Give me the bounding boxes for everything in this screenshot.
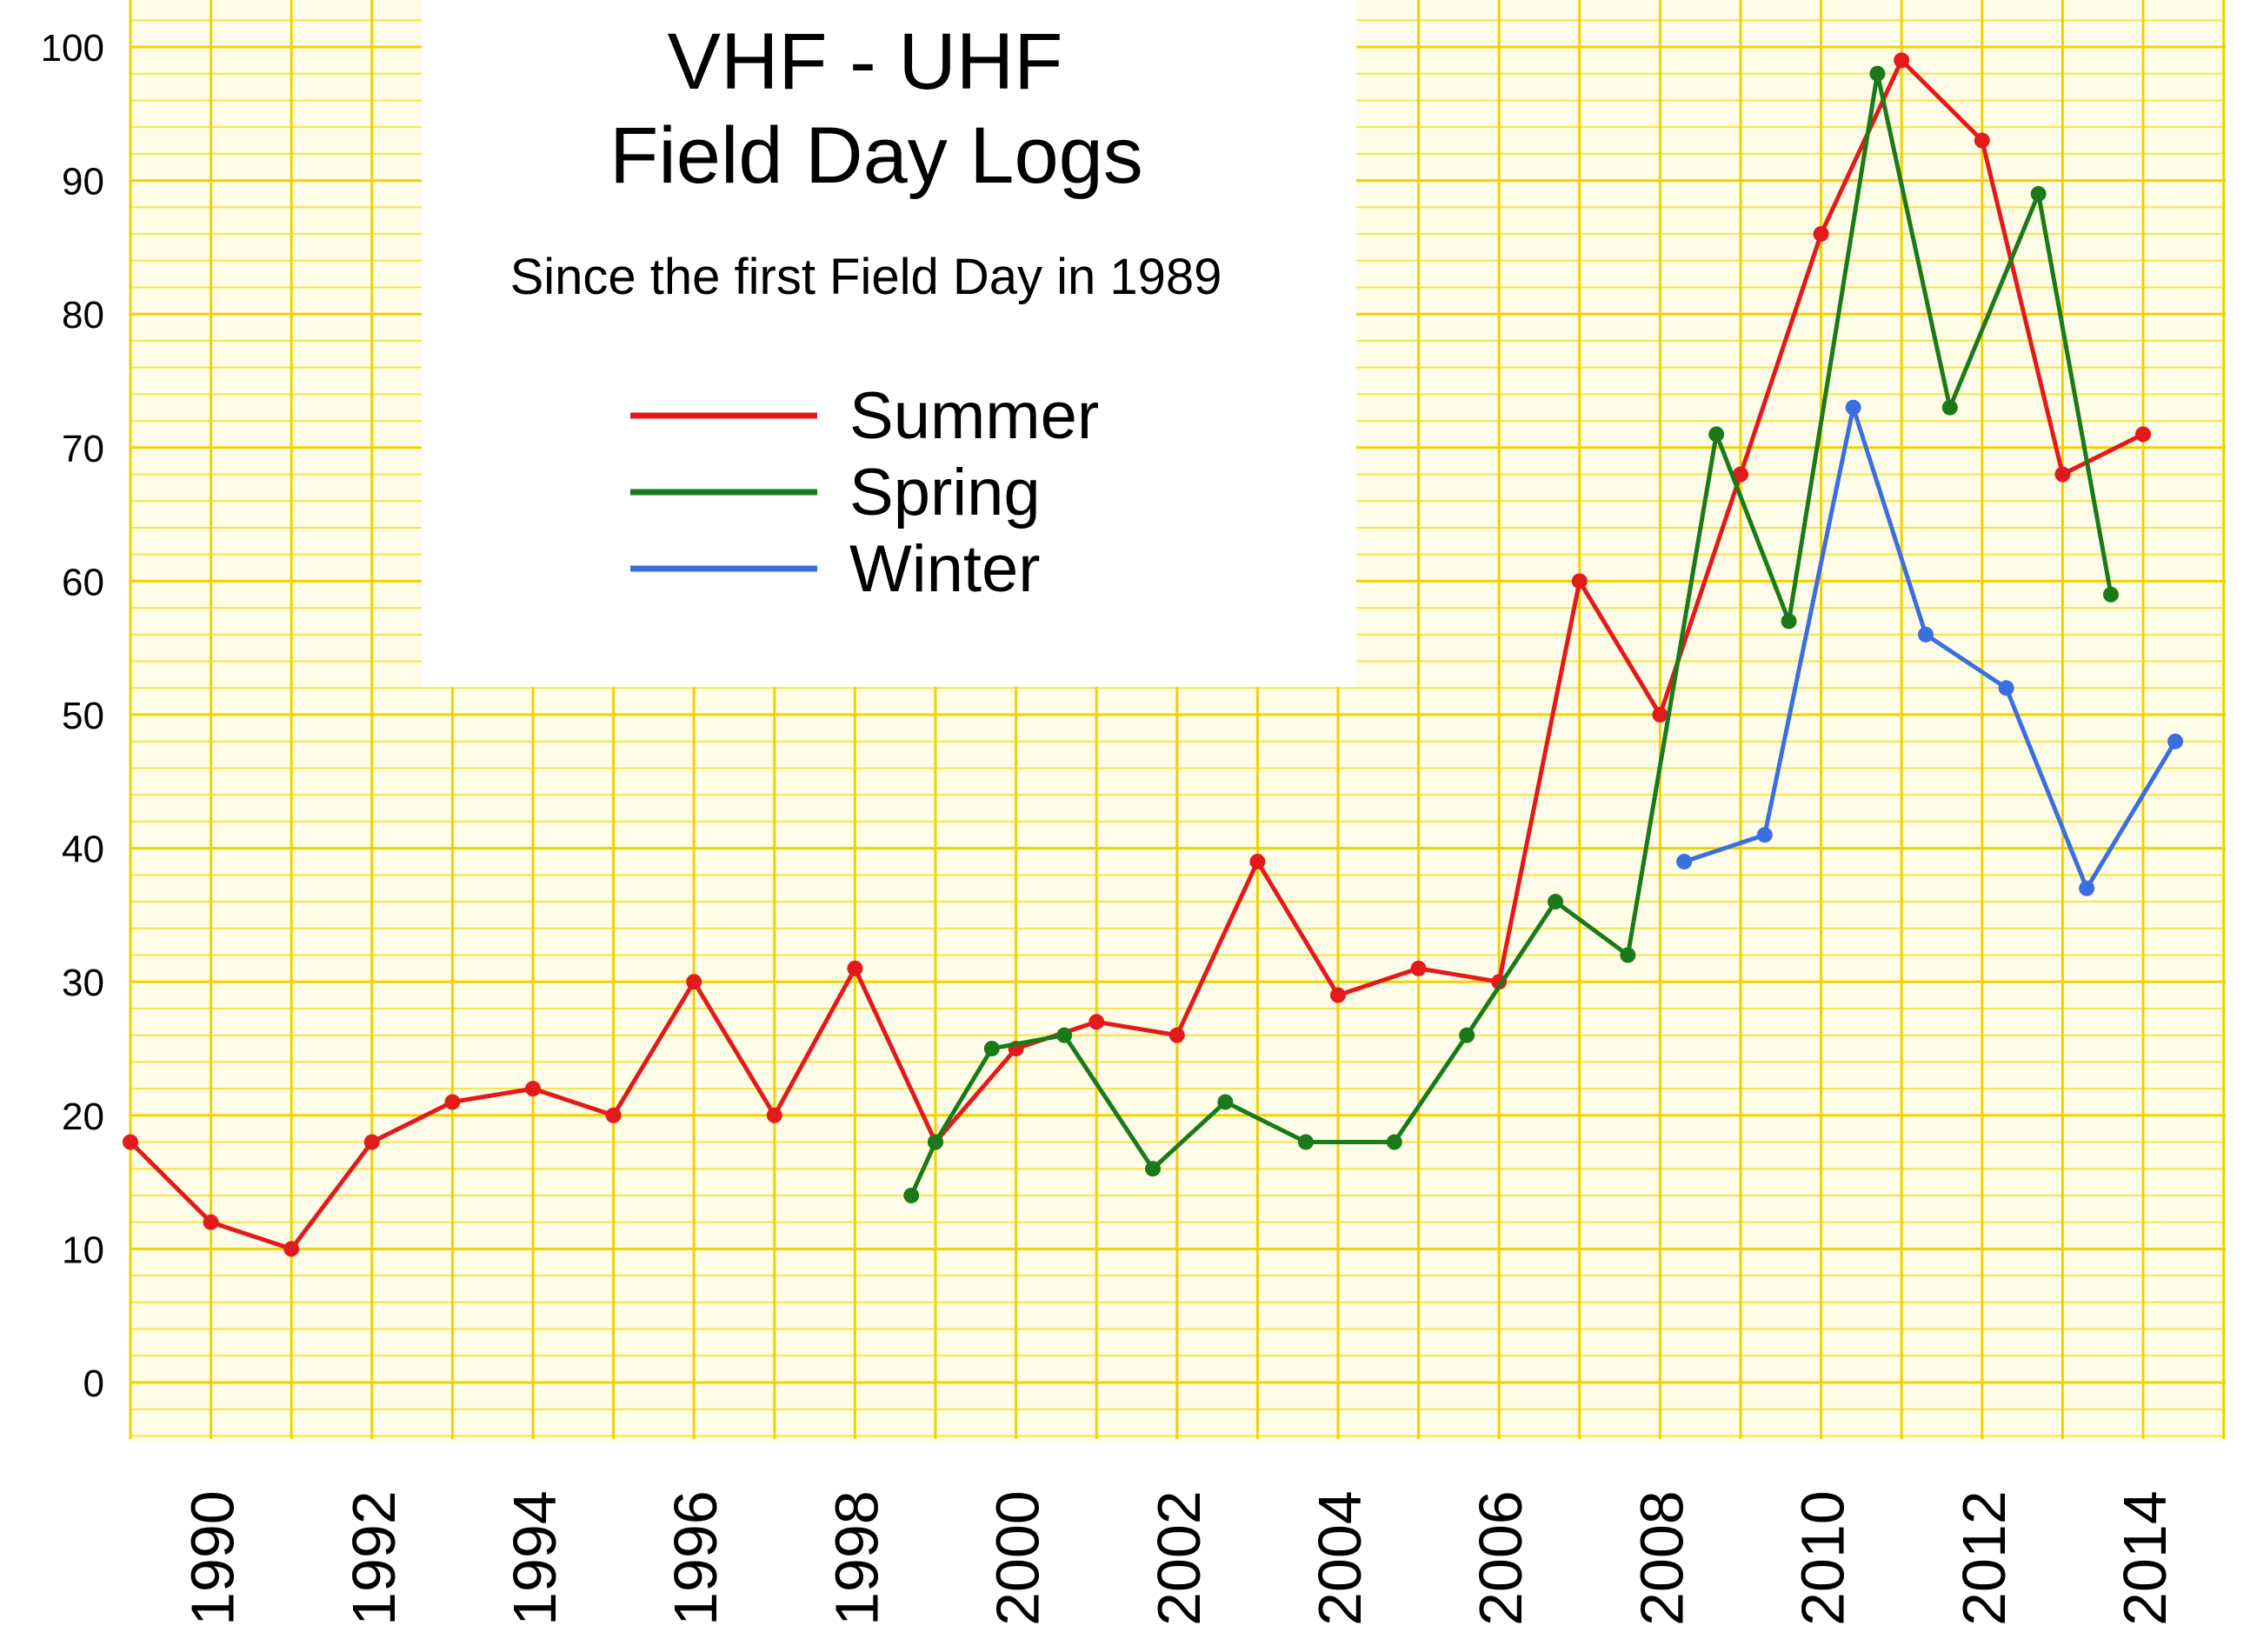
data-point-summer (686, 974, 702, 990)
y-tick-label: 80 (62, 294, 104, 336)
legend-label-summer: Summer (849, 379, 1099, 453)
y-tick-label: 40 (62, 829, 104, 871)
data-point-spring (1056, 1027, 1073, 1043)
data-point-summer (1330, 987, 1346, 1003)
data-point-spring (1941, 399, 1958, 416)
x-tick-label: 2004 (1306, 1490, 1374, 1626)
series-layer (123, 52, 2184, 1257)
title-panel (422, 0, 1356, 687)
y-tick-label: 100 (41, 27, 104, 70)
y-axis: 0 10 20 30 40 50 60 70 80 90 100 (41, 27, 104, 1405)
data-point-winter (1676, 853, 1693, 869)
data-point-summer (1974, 132, 1990, 149)
x-tick-label: 1998 (822, 1490, 890, 1626)
data-point-summer (847, 960, 863, 976)
data-point-summer (766, 1107, 782, 1123)
data-point-spring (1781, 613, 1797, 629)
legend-label-winter: Winter (849, 532, 1041, 606)
y-tick-label: 50 (62, 695, 104, 737)
data-point-spring (1217, 1094, 1234, 1110)
data-point-spring (1708, 426, 1725, 443)
x-tick-label: 2012 (1950, 1490, 2018, 1626)
data-point-spring (903, 1187, 920, 1203)
data-point-summer (1249, 853, 1266, 869)
x-tick-label: 1996 (662, 1490, 729, 1626)
data-point-summer (1733, 466, 1748, 483)
x-tick-label: 2010 (1789, 1490, 1857, 1626)
data-point-summer (1813, 226, 1829, 243)
y-tick-label: 60 (62, 561, 104, 603)
y-tick-label: 30 (62, 962, 104, 1004)
data-point-summer (1410, 960, 1427, 976)
data-point-winter (1917, 626, 1934, 643)
data-point-spring (1459, 1027, 1475, 1043)
legend-label-spring: Spring (849, 456, 1041, 530)
y-tick-label: 20 (62, 1096, 104, 1138)
data-point-summer (2135, 426, 2151, 443)
data-point-summer (203, 1214, 219, 1230)
chart-subtitle: Since the first Field Day in 1989 (510, 249, 1222, 305)
data-point-summer (2054, 466, 2071, 483)
x-tick-label: 2014 (2111, 1490, 2179, 1626)
y-tick-label: 0 (83, 1362, 104, 1405)
data-point-summer (363, 1134, 380, 1150)
title-legend-box: VHF - UHF Field Day Logs Since the first… (422, 0, 1356, 687)
data-point-spring (1145, 1161, 1162, 1177)
data-point-summer (1894, 52, 1910, 69)
y-tick-label: 70 (62, 428, 104, 470)
x-tick-label: 2006 (1467, 1490, 1535, 1626)
x-tick-label: 2008 (1628, 1490, 1695, 1626)
data-point-summer (283, 1241, 300, 1257)
data-point-summer (1571, 573, 1588, 590)
data-point-summer (123, 1134, 138, 1150)
data-point-summer (444, 1094, 461, 1110)
series-winter (1676, 399, 2184, 896)
series-line-summer (129, 57, 2145, 1251)
chart-title-line-1: VHF - UHF (668, 17, 1063, 106)
series-summer (123, 52, 2151, 1257)
y-tick-label: 90 (62, 161, 104, 203)
data-point-winter (1845, 399, 1861, 416)
data-point-spring (983, 1041, 1000, 1056)
x-tick-label: 2002 (1145, 1490, 1213, 1626)
x-tick-label: 1990 (179, 1490, 247, 1626)
data-point-winter (2167, 733, 2184, 749)
data-point-summer (1168, 1027, 1185, 1043)
data-point-summer (605, 1107, 622, 1123)
data-point-spring (1620, 947, 1636, 963)
data-point-summer (1089, 1014, 1105, 1030)
data-point-spring (1869, 65, 1886, 82)
data-point-spring (2102, 586, 2119, 603)
data-point-winter (2079, 880, 2095, 896)
chart-title-line-2: Field Day Logs (609, 111, 1143, 200)
series-spring (903, 65, 2119, 1203)
data-point-summer (1652, 707, 1668, 723)
data-point-spring (1386, 1134, 1402, 1150)
x-axis: 1990 1992 1994 1996 1998 2000 2002 2004 2006 2008… (179, 1490, 2179, 1626)
x-tick-label: 1994 (501, 1490, 569, 1626)
data-point-spring (1297, 1134, 1314, 1150)
y-tick-label: 10 (62, 1229, 104, 1271)
data-point-winter (1756, 827, 1773, 843)
x-tick-label: 1992 (340, 1490, 408, 1626)
data-point-spring (2030, 185, 2047, 202)
data-point-winter (1998, 680, 2014, 696)
data-point-summer (525, 1081, 541, 1097)
data-point-spring (1548, 894, 1564, 910)
data-point-spring (928, 1134, 943, 1150)
x-tick-label: 2000 (984, 1490, 1052, 1626)
